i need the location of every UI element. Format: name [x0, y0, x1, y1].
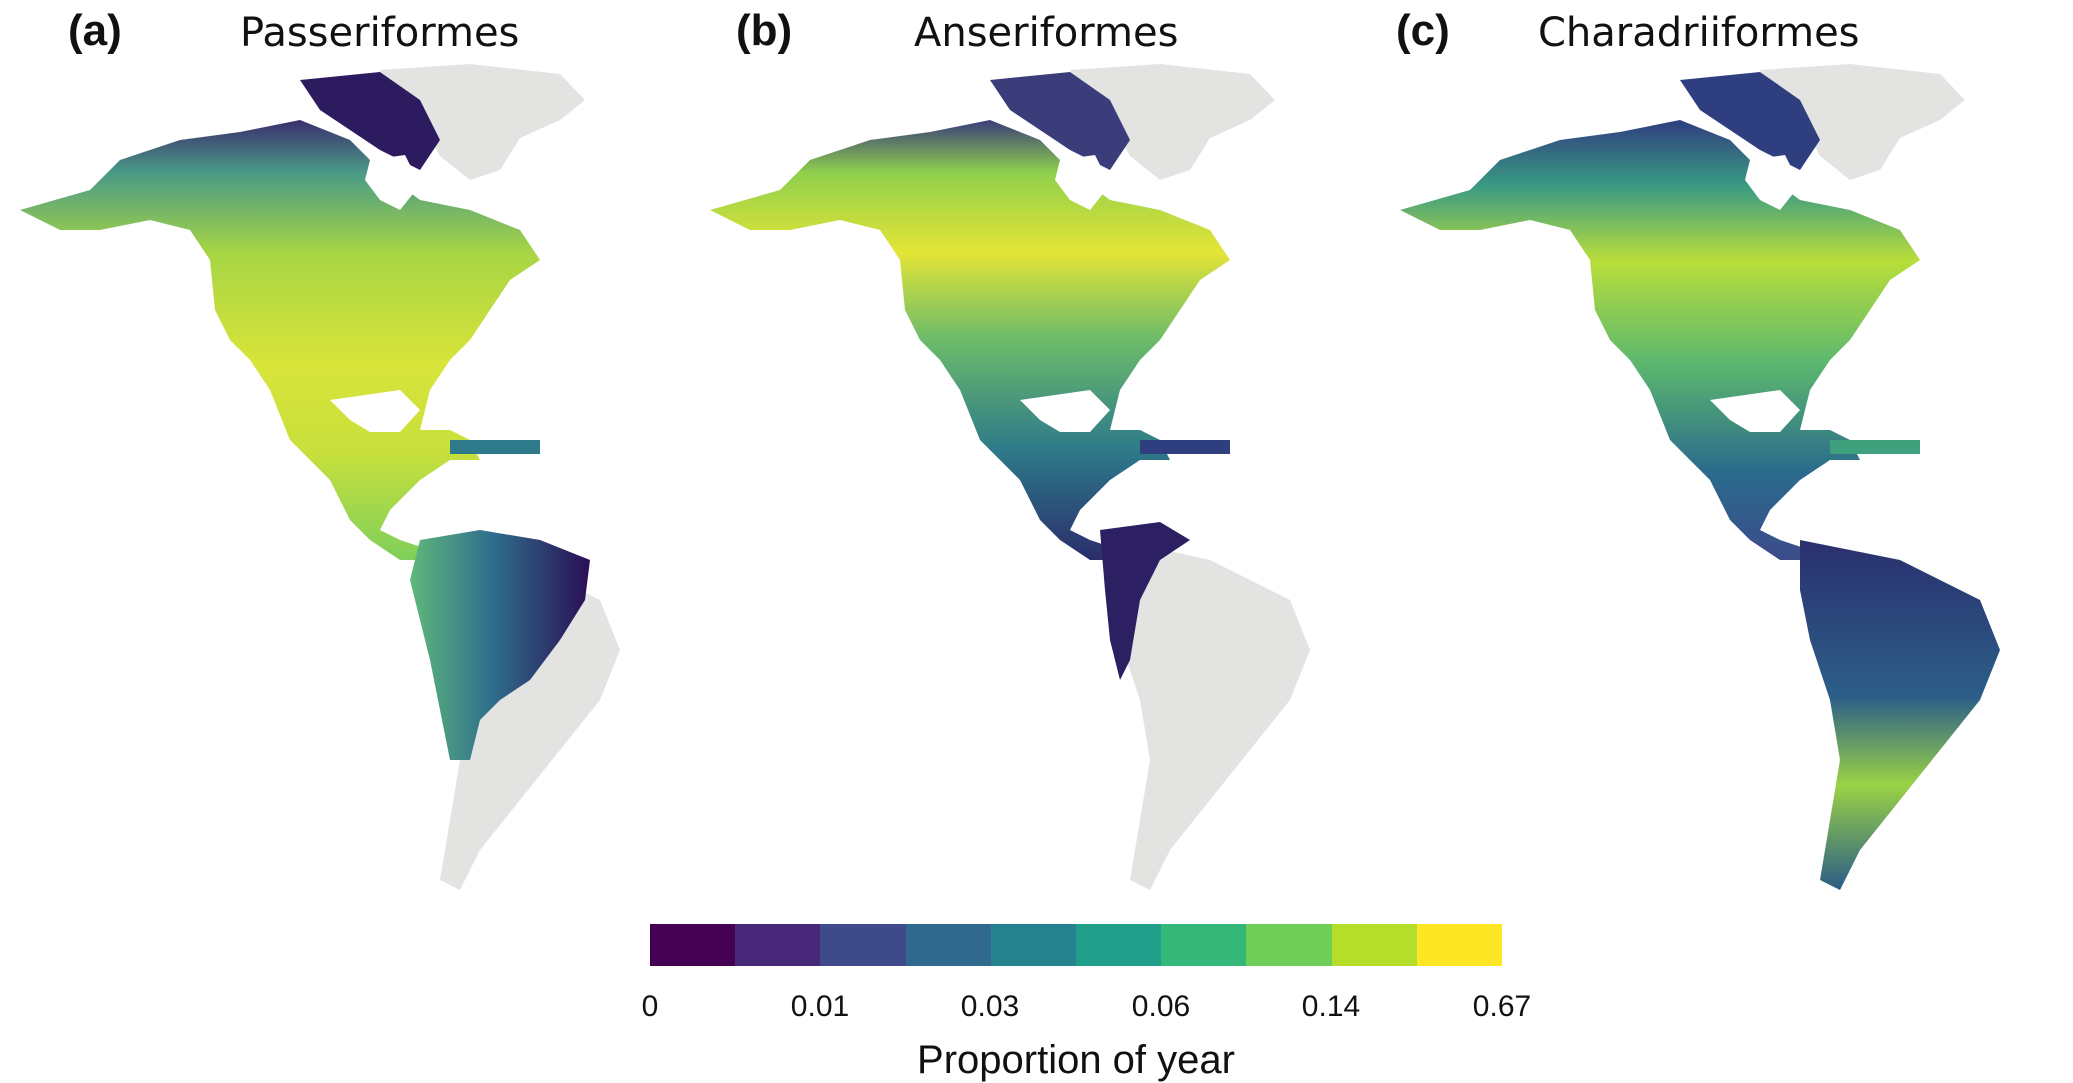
- legend-swatch: [820, 924, 906, 966]
- greenland-shape: [380, 64, 585, 180]
- legend-swatch: [1331, 924, 1417, 966]
- legend-tick: 0.67: [1472, 990, 1532, 1023]
- legend-swatch: [1076, 924, 1162, 966]
- greenland-shape: [1760, 64, 1965, 180]
- map-panel-anseriformes: (b) Anseriformes: [690, 0, 1380, 900]
- map-panel-passeriformes: (a) Passeriformes: [0, 0, 690, 900]
- caribbean-islands: [1140, 440, 1230, 454]
- legend-swatch: [990, 924, 1077, 966]
- panel-title: Charadriiformes: [1538, 10, 1860, 56]
- legend-swatch: [1416, 924, 1503, 966]
- arctic-islands: [300, 72, 440, 170]
- legend-swatch: [1161, 924, 1247, 966]
- north-america-shape: [20, 120, 540, 560]
- gulf-of-mexico: [1020, 390, 1110, 432]
- legend-title: Proportion of year: [917, 1038, 1235, 1082]
- americas-map: [1400, 64, 2000, 890]
- legend-tick: 0.06: [1131, 990, 1191, 1023]
- americas-map: [20, 64, 620, 890]
- south-america-occupied: [1100, 522, 1190, 680]
- south-america-occupied: [410, 530, 590, 760]
- legend-tick: 0: [641, 990, 659, 1023]
- legend-color-bar: [650, 924, 1503, 966]
- hudson-bay: [1745, 155, 1800, 210]
- panel-letter: (b): [736, 6, 793, 55]
- gulf-of-mexico: [330, 390, 420, 432]
- panel-title: Anseriformes: [914, 10, 1179, 56]
- color-legend: 0 0.01 0.03 0.06 0.14 0.67 Proportion of…: [642, 924, 1531, 1082]
- map-panel-charadriiformes: (c) Charadriiformes: [1380, 0, 2070, 900]
- north-america-shape: [1400, 120, 1920, 560]
- gulf-of-mexico: [1710, 390, 1800, 432]
- south-america-no-data: [1110, 540, 1310, 890]
- arctic-islands: [1680, 72, 1820, 170]
- legend-tick: 0.03: [960, 990, 1020, 1023]
- north-america-shape: [710, 120, 1230, 560]
- legend-swatch: [650, 924, 736, 966]
- legend-swatch: [905, 924, 991, 966]
- south-america-occupied: [1800, 540, 2000, 890]
- legend-swatch: [735, 924, 821, 966]
- legend-tick: 0.14: [1301, 990, 1361, 1023]
- americas-map: [710, 64, 1310, 890]
- panel-letter: (a): [68, 6, 122, 55]
- caribbean-islands: [450, 440, 540, 454]
- caribbean-islands: [1830, 440, 1920, 454]
- greenland-shape: [1070, 64, 1275, 180]
- panel-letter: (c): [1396, 6, 1450, 55]
- hudson-bay: [365, 155, 420, 210]
- hudson-bay: [1055, 155, 1110, 210]
- panel-title: Passeriformes: [240, 10, 520, 56]
- legend-swatch: [1246, 924, 1332, 966]
- arctic-islands: [990, 72, 1130, 170]
- legend-tick: 0.01: [790, 990, 850, 1023]
